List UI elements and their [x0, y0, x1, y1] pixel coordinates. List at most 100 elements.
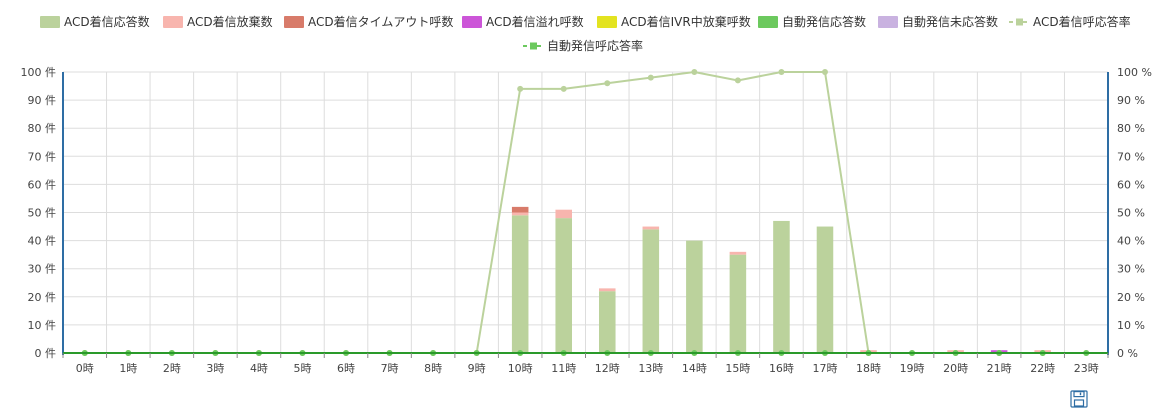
bar: [511, 212, 529, 216]
x-tick-label: 20時: [943, 362, 968, 375]
y-right-tick-label: 90 %: [1117, 94, 1145, 107]
y-right-tick-label: 100 %: [1117, 66, 1152, 79]
x-tick-label: 4時: [250, 362, 268, 375]
bar: [555, 218, 573, 353]
grid: [62, 71, 1109, 354]
line-point: [734, 77, 741, 84]
y-left-tick-label: 90 件: [28, 94, 57, 107]
y-right-tick-label: 30 %: [1117, 263, 1145, 276]
x-tick-label: 8時: [424, 362, 442, 375]
legend-swatch: [758, 16, 778, 28]
x-tick-label: 10時: [508, 362, 533, 375]
x-tick-label: 23時: [1074, 362, 1099, 375]
bar: [642, 226, 660, 230]
y-right-tick-label: 70 %: [1117, 150, 1145, 163]
legend-label: ACD着信放棄数: [187, 14, 273, 29]
legend-label: 自動発信応答数: [782, 14, 866, 29]
save-chart-button[interactable]: [1070, 390, 1088, 408]
x-tick-label: 0時: [76, 362, 94, 375]
bar: [642, 229, 660, 353]
bar: [729, 251, 747, 255]
y-left-tick-label: 30 件: [28, 263, 57, 276]
legend-swatch: [163, 16, 183, 28]
legend-item: 自動発信応答数: [758, 14, 866, 29]
x-tick-label: 3時: [206, 362, 224, 375]
bar: [729, 254, 747, 353]
bar: [773, 220, 790, 353]
x-tick-label: 12時: [595, 362, 620, 375]
x-tick-label: 13時: [638, 362, 663, 375]
legend-item: 自動発信未応答数: [878, 14, 998, 29]
bars: [511, 206, 1051, 353]
y-left-tick-label: 40 件: [28, 235, 57, 248]
y-left-tick-label: 70 件: [28, 150, 57, 163]
line-point: [517, 85, 524, 92]
x-tick-label: 2時: [163, 362, 181, 375]
y-left-tick-label: 10 件: [28, 319, 57, 332]
bar: [686, 240, 703, 353]
y-left-tick-label: 20 件: [28, 291, 57, 304]
legend-marker: [1016, 18, 1023, 26]
line-point: [778, 69, 785, 75]
y-left-tick-label: 100 件: [21, 66, 57, 79]
legend-swatch: [878, 16, 898, 28]
legend-label: 自動発信未応答数: [902, 14, 998, 29]
line-point: [560, 85, 567, 92]
x-tick-label: 5時: [293, 362, 311, 375]
x-tick-label: 17時: [812, 362, 837, 375]
legend-swatch: [597, 16, 617, 28]
legend-label: ACD着信応答数: [64, 14, 150, 29]
legend-label: ACD着信呼応答率: [1033, 14, 1131, 29]
bar: [598, 291, 616, 353]
x-tick-label: 19時: [900, 362, 925, 375]
x-tick-label: 1時: [119, 362, 137, 375]
x-tick-label: 21時: [987, 362, 1012, 375]
legend-item: ACD着信呼応答率: [1009, 14, 1131, 29]
x-tick-label: 6時: [337, 362, 355, 375]
y-right-tick-label: 60 %: [1117, 178, 1145, 191]
x-tick-label: 9時: [468, 362, 486, 375]
legend-label: ACD着信IVR中放棄呼数: [621, 14, 751, 29]
legend-swatch: [40, 16, 60, 28]
legend-item: 自動発信呼応答率: [523, 38, 643, 53]
line-point: [647, 74, 654, 81]
legend-item: ACD着信溢れ呼数: [462, 14, 584, 29]
legend-label: ACD着信溢れ呼数: [486, 14, 584, 29]
legend-item: ACD着信放棄数: [163, 14, 273, 29]
line-point: [604, 80, 611, 87]
y-left-tick-label: 80 件: [28, 122, 57, 135]
bar: [598, 288, 616, 292]
legend-swatch: [462, 16, 482, 28]
y-right-tick-label: 0 %: [1117, 347, 1138, 360]
bar: [511, 215, 529, 353]
x-tick-label: 11時: [551, 362, 576, 375]
bar: [816, 226, 834, 353]
y-right-tick-label: 20 %: [1117, 291, 1145, 304]
axes: 0 件 10 件 20 件 30 件 40 件 50 件 60 件 70 件 80 件 90 件 1…: [21, 66, 1152, 375]
y-left-tick-label: 50 件: [28, 207, 57, 220]
y-left-tick-label: 60 件: [28, 178, 57, 191]
legend-marker: [530, 42, 537, 50]
line-point: [691, 69, 698, 75]
y-right-tick-label: 50 %: [1117, 207, 1145, 220]
x-tick-label: 16時: [769, 362, 794, 375]
legend-item: ACD着信IVR中放棄呼数: [597, 14, 751, 29]
y-left-tick-label: 0 件: [35, 347, 57, 360]
x-tick-label: 18時: [856, 362, 881, 375]
x-tick-label: 15時: [725, 362, 750, 375]
legend-item: ACD着信タイムアウト呼数: [284, 14, 453, 29]
x-tick-label: 14時: [682, 362, 707, 375]
bar: [555, 209, 573, 219]
legend-label: ACD着信タイムアウト呼数: [308, 14, 453, 29]
x-tick-label: 22時: [1030, 362, 1055, 375]
line-point: [821, 69, 828, 75]
legend-swatch: [284, 16, 304, 28]
legend-label: 自動発信呼応答率: [547, 38, 643, 53]
bar: [511, 206, 529, 213]
legend-item: ACD着信応答数: [40, 14, 150, 29]
y-right-tick-label: 10 %: [1117, 319, 1145, 332]
y-right-tick-label: 40 %: [1117, 235, 1145, 248]
y-right-tick-label: 80 %: [1117, 122, 1145, 135]
